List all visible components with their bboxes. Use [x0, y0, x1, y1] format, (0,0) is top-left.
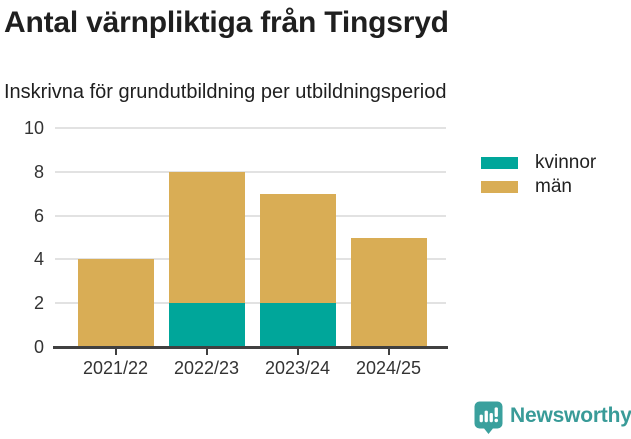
x-axis-label-2021/22: 2021/22 — [82, 358, 149, 378]
newsworthy-logo-icon — [474, 401, 503, 434]
bar-segment-män-2021/22 — [77, 259, 154, 347]
bar-segment-män-2022/23 — [168, 171, 245, 304]
x-axis-label-2024/25: 2024/25 — [355, 358, 422, 378]
bar-segment-kvinnor-2023/24 — [259, 303, 336, 347]
y-axis-label-10: 10 — [23, 118, 44, 138]
chart-title: Antal värnpliktiga från Tingsryd — [4, 6, 449, 39]
legend-label-kvinnor: kvinnor — [535, 152, 597, 173]
x-axis-tick-2023/24 — [296, 349, 299, 355]
bar-segment-män-2023/24 — [259, 193, 336, 304]
y-axis-label-4: 4 — [33, 249, 44, 270]
y-axis-label-8: 8 — [33, 161, 44, 182]
y-axis-label-6: 6 — [33, 205, 44, 226]
x-axis-tick-2021/22 — [114, 349, 117, 355]
gridline-y-10 — [55, 127, 446, 129]
gridline-y-4 — [55, 258, 446, 261]
gridline-y-2 — [55, 302, 446, 305]
chart-subtitle: Inskrivna för grundutbildning per utbild… — [4, 81, 447, 103]
y-axis-label-0: 0 — [33, 337, 44, 357]
y-axis-label-2: 2 — [33, 293, 44, 314]
x-axis-tick-2022/23 — [205, 349, 208, 355]
x-axis-label-2022/23: 2022/23 — [173, 358, 240, 378]
legend-item-kvinnor: kvinnor — [481, 151, 596, 175]
newsworthy-brand-text: Newsworthy — [510, 404, 631, 427]
legend-swatch-kvinnor — [481, 157, 518, 169]
x-axis-line — [53, 346, 448, 349]
gridline-y-6 — [55, 214, 446, 217]
gridline-y-8 — [55, 170, 446, 173]
chart-legend: kvinnor män — [481, 151, 596, 199]
legend-item-män: män — [481, 175, 596, 199]
x-axis-tick-2024/25 — [387, 349, 390, 355]
bar-segment-män-2024/25 — [350, 237, 427, 347]
newsworthy-logo[interactable]: Newsworthy — [474, 401, 631, 434]
bar-segment-kvinnor-2022/23 — [168, 303, 245, 347]
legend-swatch-män — [481, 181, 518, 193]
x-axis-label-2023/24: 2023/24 — [264, 358, 331, 378]
legend-label-män: män — [535, 176, 572, 197]
